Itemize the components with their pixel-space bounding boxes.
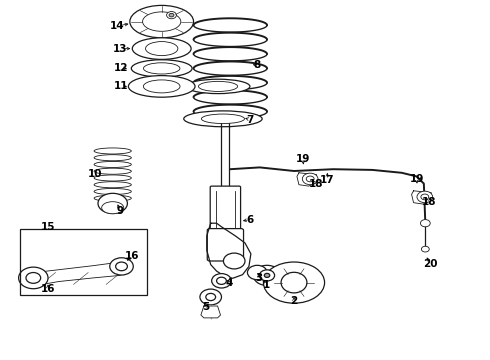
Text: 10: 10	[88, 168, 103, 179]
Text: 16: 16	[125, 251, 140, 261]
Circle shape	[247, 265, 267, 280]
Text: 12: 12	[114, 63, 129, 73]
Circle shape	[264, 273, 270, 278]
Ellipse shape	[281, 272, 307, 293]
Ellipse shape	[94, 168, 131, 174]
Ellipse shape	[94, 161, 131, 167]
Polygon shape	[297, 173, 317, 186]
Ellipse shape	[132, 38, 191, 59]
Ellipse shape	[130, 5, 194, 38]
Ellipse shape	[264, 262, 324, 303]
Text: 4: 4	[225, 278, 233, 288]
Text: 18: 18	[421, 197, 436, 207]
Polygon shape	[32, 262, 130, 286]
Circle shape	[212, 274, 231, 288]
Text: 19: 19	[295, 154, 310, 164]
Text: 15: 15	[41, 222, 55, 232]
Ellipse shape	[198, 81, 238, 91]
Circle shape	[26, 273, 41, 283]
Ellipse shape	[184, 111, 262, 127]
Ellipse shape	[94, 195, 131, 201]
Text: 1: 1	[263, 280, 270, 290]
Text: 3: 3	[255, 273, 262, 283]
Circle shape	[200, 289, 221, 305]
Text: 5: 5	[202, 302, 209, 312]
Text: 11: 11	[114, 81, 129, 91]
Circle shape	[223, 253, 245, 269]
Ellipse shape	[131, 60, 192, 77]
Circle shape	[169, 13, 174, 17]
Ellipse shape	[98, 193, 127, 213]
Ellipse shape	[144, 63, 180, 74]
Ellipse shape	[143, 12, 181, 31]
Polygon shape	[412, 191, 431, 204]
Ellipse shape	[306, 176, 314, 182]
Ellipse shape	[144, 80, 180, 93]
Ellipse shape	[186, 79, 250, 94]
Ellipse shape	[102, 202, 123, 214]
Text: 14: 14	[110, 21, 125, 31]
Text: 9: 9	[117, 206, 123, 216]
Ellipse shape	[302, 173, 318, 185]
Ellipse shape	[94, 188, 131, 194]
Text: 2: 2	[291, 296, 297, 306]
Circle shape	[420, 220, 430, 227]
Circle shape	[421, 246, 429, 252]
Ellipse shape	[417, 191, 433, 203]
Text: 16: 16	[41, 284, 55, 294]
Polygon shape	[201, 306, 220, 318]
Text: 7: 7	[246, 114, 254, 125]
Text: 13: 13	[113, 44, 127, 54]
Ellipse shape	[94, 175, 131, 181]
Circle shape	[116, 262, 127, 271]
Text: 8: 8	[254, 60, 261, 70]
FancyBboxPatch shape	[210, 186, 241, 231]
Ellipse shape	[146, 42, 178, 56]
Circle shape	[260, 270, 274, 281]
Ellipse shape	[94, 148, 131, 154]
Circle shape	[253, 265, 281, 285]
Text: 6: 6	[246, 215, 253, 225]
Circle shape	[110, 258, 133, 275]
Polygon shape	[207, 223, 251, 278]
FancyBboxPatch shape	[207, 229, 244, 261]
Circle shape	[19, 267, 48, 289]
Text: 19: 19	[409, 174, 424, 184]
Text: 18: 18	[309, 179, 323, 189]
Ellipse shape	[201, 114, 245, 123]
Circle shape	[167, 12, 176, 19]
Circle shape	[217, 277, 226, 284]
Text: 17: 17	[320, 175, 335, 185]
Ellipse shape	[94, 155, 131, 161]
Bar	[20, 229, 147, 295]
Ellipse shape	[94, 182, 131, 188]
Text: 20: 20	[423, 258, 438, 269]
Circle shape	[206, 293, 216, 301]
Ellipse shape	[421, 194, 429, 200]
Ellipse shape	[128, 76, 195, 97]
